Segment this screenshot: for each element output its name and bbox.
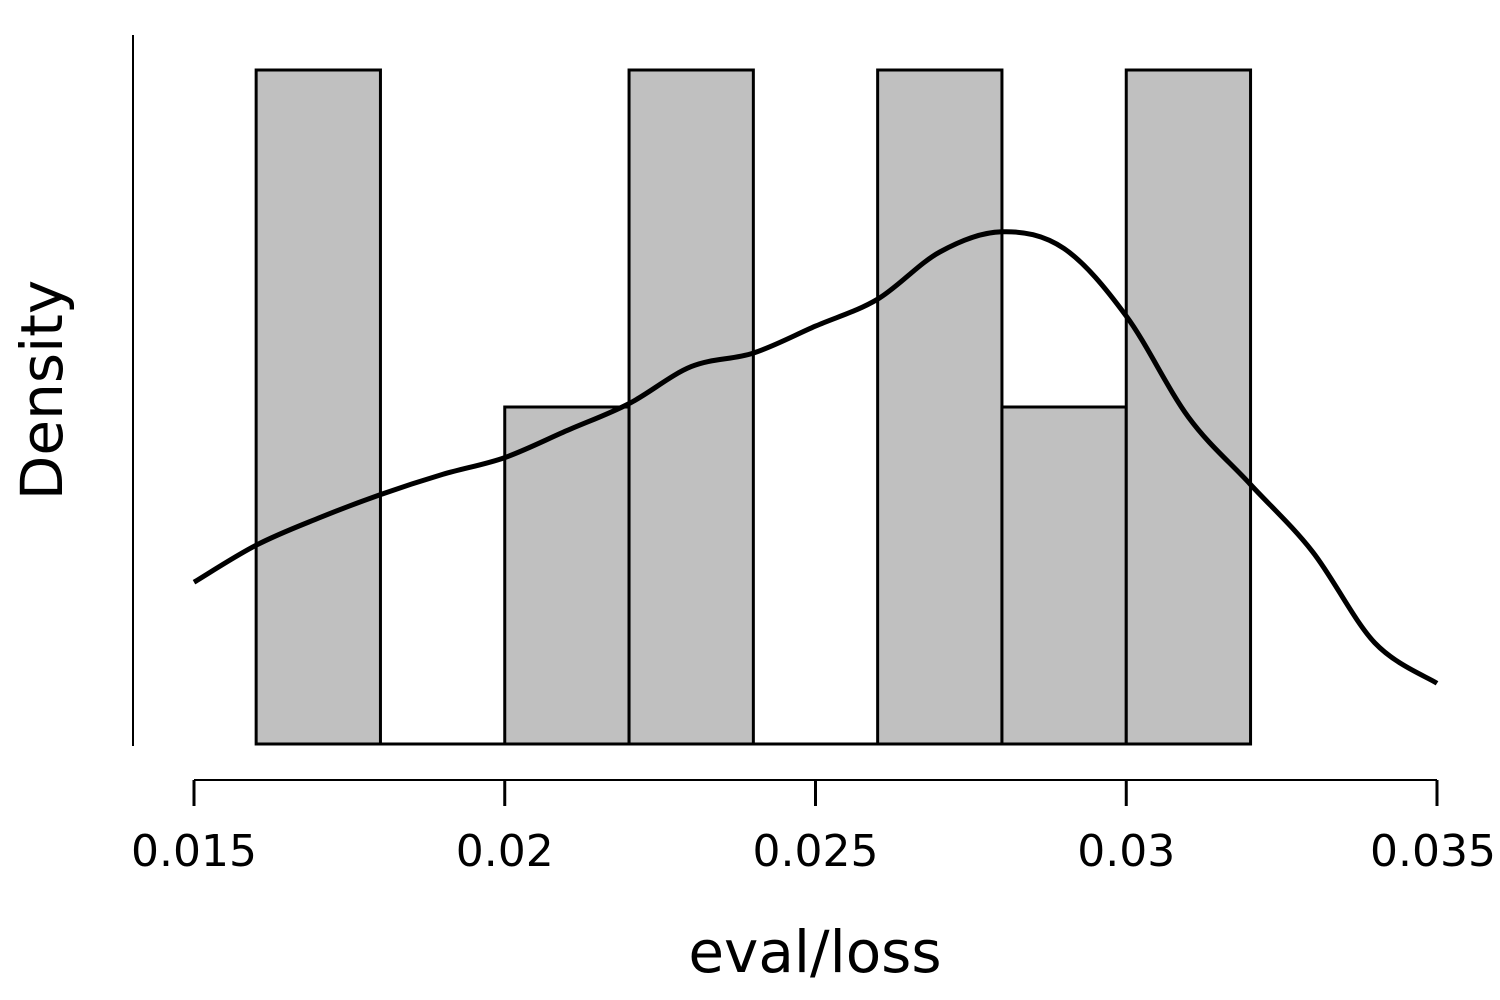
density-curve — [192, 229, 1439, 686]
y-axis-title: Density — [8, 280, 76, 501]
x-tick-label: 0.03 — [1077, 826, 1175, 877]
histogram-bar — [1124, 68, 1253, 746]
histogram-bar — [503, 405, 631, 746]
histogram-bar — [254, 68, 382, 746]
histogram-bar — [876, 68, 1004, 746]
x-tick-label: 0.035 — [1370, 826, 1496, 877]
x-axis-ticks: 0.015 0.02 0.025 0.03 0.035 — [131, 780, 1496, 877]
x-tick-label: 0.015 — [131, 826, 257, 877]
histogram-bars — [254, 68, 1253, 746]
x-tick-label: 0.02 — [456, 826, 554, 877]
histogram-bar — [1000, 405, 1128, 746]
x-tick-label: 0.025 — [753, 826, 879, 877]
histogram-bar — [627, 68, 755, 746]
x-axis-title: eval/loss — [688, 918, 941, 986]
